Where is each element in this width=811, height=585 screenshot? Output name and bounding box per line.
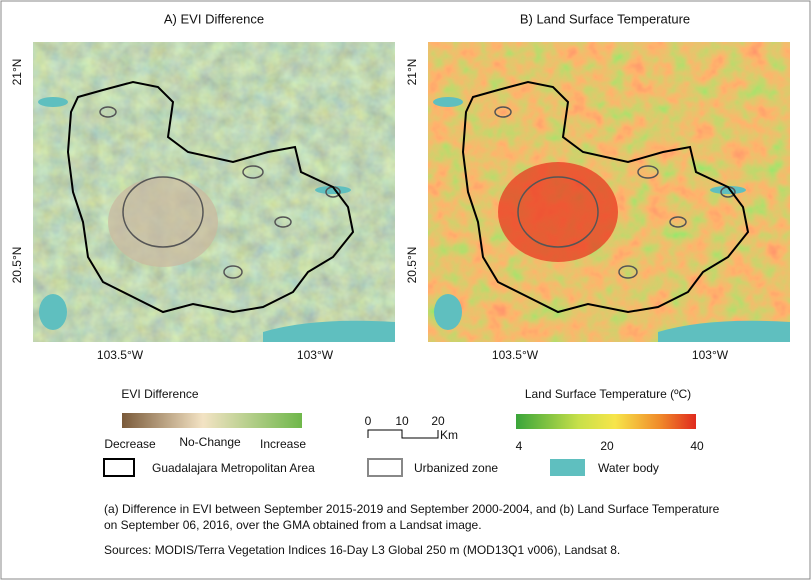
lon-label: 103.5°W: [492, 348, 539, 362]
caption: (a) Difference in EVI between September …: [104, 502, 720, 516]
legend-item: Guadalajara Metropolitan Area: [152, 461, 315, 475]
legend-swatch: [367, 458, 403, 477]
color-bar: [516, 414, 696, 429]
legend-item: Urbanized zone: [414, 461, 498, 475]
lon-label: 103.5°W: [97, 348, 144, 362]
legend-swatch: [103, 458, 135, 477]
map-b: [428, 42, 790, 342]
legend-label: Increase: [260, 437, 306, 451]
map-a: [33, 42, 395, 342]
lon-label: 103°W: [692, 348, 729, 362]
scale-bar: [367, 429, 439, 439]
color-bar: [122, 413, 302, 428]
lon-label: 103°W: [297, 348, 334, 362]
legend-item: Water body: [598, 461, 659, 475]
scale-tick: 10: [395, 414, 409, 428]
panel-title: B) Land Surface Temperature: [520, 11, 690, 26]
legend-swatch: [550, 459, 585, 476]
lat-label: 21°N: [10, 59, 24, 86]
legend-label: No-Change: [179, 435, 241, 449]
panel-title: A) EVI Difference: [164, 11, 264, 26]
caption: on September 06, 2016, over the GMA obta…: [104, 518, 482, 532]
legend-title: Land Surface Temperature (ºC): [525, 387, 691, 401]
legend-title: EVI Difference: [121, 387, 198, 401]
lat-label: 20.5°N: [10, 247, 24, 284]
legend-tick: 40: [690, 439, 704, 453]
lat-label: 20.5°N: [405, 247, 419, 284]
legend-tick: 20: [600, 439, 614, 453]
sources: Sources: MODIS/Terra Vegetation Indices …: [104, 543, 620, 557]
scale-tick: 0: [365, 414, 372, 428]
lat-label: 21°N: [405, 59, 419, 86]
legend-tick: 4: [516, 439, 523, 453]
scale-tick: 20: [431, 414, 445, 428]
scale-unit: Km: [440, 428, 458, 442]
legend-label: Decrease: [104, 437, 156, 451]
